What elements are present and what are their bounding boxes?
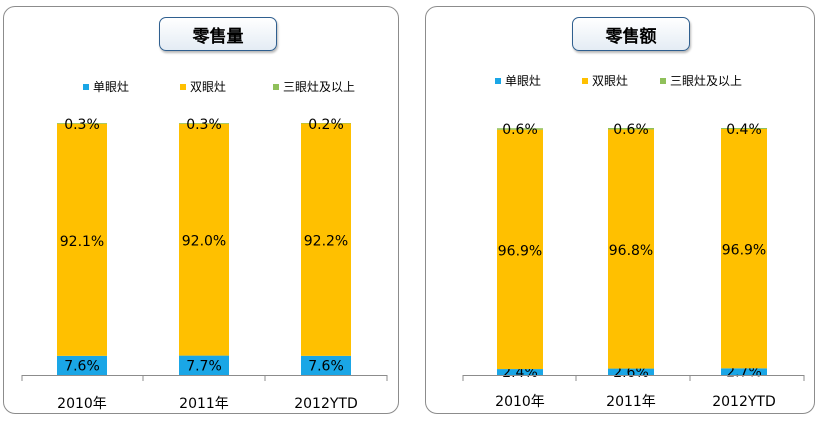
legend-label-triple: 三眼灶及以上 xyxy=(670,74,742,88)
data-label-triple-2: 0.4% xyxy=(726,122,762,138)
data-label-triple-2: 0.2% xyxy=(308,117,344,133)
chart-title-volume: 零售量 xyxy=(159,17,277,51)
chart-panel-volume: 零售量 单眼灶 双眼灶 三眼灶及以上 7.6% 92.1% 0.3% 2010年 7.7% 92… xyxy=(3,6,399,414)
data-label-triple-1: 0.3% xyxy=(186,117,222,133)
data-label-double-1: 92.0% xyxy=(182,234,226,250)
data-label-single-2: 7.6% xyxy=(308,358,344,374)
data-label-triple-1: 0.6% xyxy=(613,122,649,138)
legend-swatch-double xyxy=(582,78,588,84)
bar-triple-0 xyxy=(57,123,107,124)
data-label-double-0: 92.1% xyxy=(60,234,104,250)
data-label-single-2: 2.7% xyxy=(726,365,762,381)
bar-double-2 xyxy=(721,128,767,369)
bar-triple-1 xyxy=(179,123,229,124)
bar-single-2 xyxy=(721,368,767,375)
legend-label-double: 双眼灶 xyxy=(592,74,628,88)
x-tick-label-2: 2012YTD xyxy=(712,394,776,410)
bar-double-0 xyxy=(57,123,107,356)
legend-swatch-triple xyxy=(660,78,666,84)
x-tick-label-0: 2010年 xyxy=(57,396,107,412)
chart-volume: 单眼灶 双眼灶 三眼灶及以上 7.6% 92.1% 0.3% 2010年 7.7% 92.0% 0… xyxy=(21,80,388,412)
chart-title-value: 零售额 xyxy=(572,17,690,51)
bar-triple-0 xyxy=(497,128,543,130)
x-tick-label-1: 2011年 xyxy=(606,394,656,410)
bar-single-1 xyxy=(608,368,654,375)
data-label-triple-0: 0.6% xyxy=(502,122,538,138)
bar-double-1 xyxy=(608,129,654,369)
data-label-double-2: 92.2% xyxy=(304,234,348,250)
bar-triple-2 xyxy=(721,128,767,129)
legend-label-single: 单眼灶 xyxy=(505,74,541,88)
data-label-single-1: 7.7% xyxy=(186,358,222,374)
legend-swatch-single xyxy=(83,84,89,90)
legend-swatch-single xyxy=(495,78,501,84)
x-tick-label-2: 2012YTD xyxy=(294,396,358,412)
bar-single-0 xyxy=(497,369,543,375)
bar-double-0 xyxy=(497,129,543,370)
chart-value: 单眼灶 双眼灶 三眼灶及以上2.4%96.9%0.6%2010年2.6%96.8%0… xyxy=(462,74,805,410)
bar-triple-2 xyxy=(301,123,351,124)
bar-single-2 xyxy=(301,355,351,375)
data-label-single-1: 2.6% xyxy=(613,365,649,381)
data-label-double-2: 96.9% xyxy=(722,243,766,259)
bar-triple-1 xyxy=(608,128,654,130)
legend-label-double: 双眼灶 xyxy=(190,80,226,94)
legend-label-single: 单眼灶 xyxy=(93,80,129,94)
bar-double-1 xyxy=(179,123,229,356)
x-tick-label-1: 2011年 xyxy=(179,396,229,412)
legend-swatch-triple xyxy=(273,84,279,90)
legend-label-triple: 三眼灶及以上 xyxy=(283,80,355,94)
data-label-single-0: 7.6% xyxy=(64,358,100,374)
data-label-double-0: 96.9% xyxy=(498,243,542,259)
bar-single-0 xyxy=(57,355,107,375)
legend-swatch-double xyxy=(180,84,186,90)
x-tick-label-0: 2010年 xyxy=(495,394,545,410)
data-label-triple-0: 0.3% xyxy=(64,117,100,133)
data-label-double-1: 96.8% xyxy=(609,243,653,259)
chart-panel-value: 零售额 单眼灶 双眼灶 三眼灶及以上 2.4% 96.9% 0.6% 2010年 2.6% 96… xyxy=(425,6,815,414)
bar-double-2 xyxy=(301,123,351,356)
bar-single-1 xyxy=(179,355,229,375)
